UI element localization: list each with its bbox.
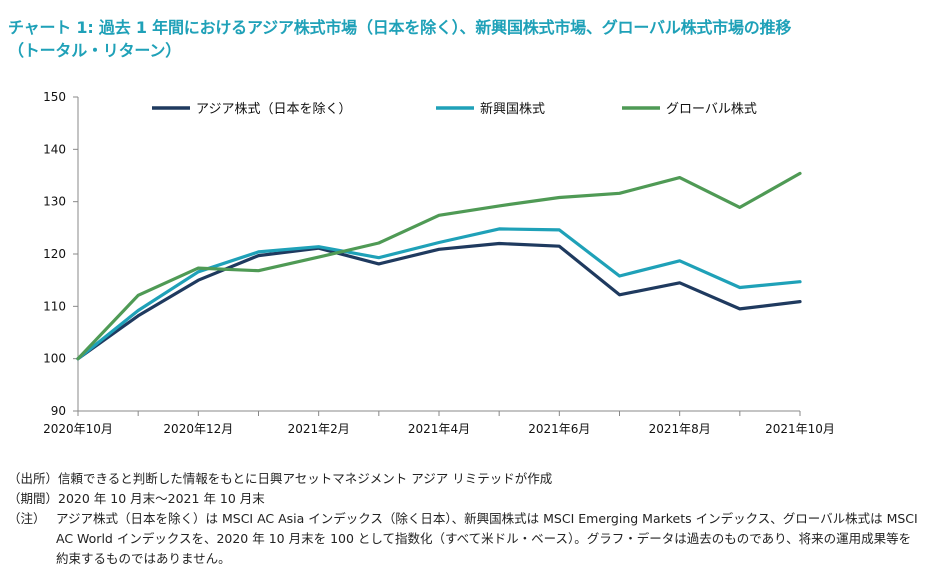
x-tick-label: 2020年10月	[43, 422, 113, 436]
legend-label: アジア株式（日本を除く）	[196, 102, 351, 117]
note-source-text: 信頼できると判断した情報をもとに日興アセットマネジメント アジア リミテッドが作…	[58, 471, 553, 486]
chart-axes: 90 100 110 120 130 140 150 2020年10月 2020年12月 2021…	[43, 90, 835, 436]
note-source: （出所） 信頼できると判断した情報をもとに日興アセットマネジメント アジア リミ…	[8, 469, 920, 489]
note-remark-tag: （注）	[8, 511, 46, 526]
chart-title: チャート 1: 過去 1 年間におけるアジア株式市場（日本を除く）、新興国株式市…	[8, 16, 920, 62]
x-tick-label: 2021年2月	[288, 422, 350, 436]
x-tick-label: 2021年4月	[408, 422, 470, 436]
y-tick-label: 140	[43, 142, 66, 156]
x-tick-label: 2021年8月	[649, 422, 711, 436]
series-line-2	[76, 227, 802, 361]
note-source-tag: （出所）	[8, 471, 59, 486]
chart-series	[76, 171, 802, 361]
series-line-1	[76, 241, 802, 361]
note-period-text: 2020 年 10 月末～2021 年 10 月末	[58, 491, 265, 506]
y-tick-label: 120	[43, 247, 66, 261]
legend-label: グローバル株式	[666, 102, 757, 117]
chart-title-line2: （トータル・リターン）	[8, 41, 182, 60]
notes: （出所） 信頼できると判断した情報をもとに日興アセットマネジメント アジア リミ…	[8, 469, 920, 569]
note-period-tag: （期間）	[8, 491, 59, 506]
note-remark: （注） アジア株式（日本を除く）は MSCI AC Asia インデックス（除く…	[8, 509, 920, 569]
y-tick-label: 110	[43, 299, 66, 313]
note-period: （期間） 2020 年 10 月末～2021 年 10 月末	[8, 489, 920, 509]
y-tick-label: 100	[43, 352, 66, 366]
line-chart: 90 100 110 120 130 140 150 2020年10月 2020年12月 2021…	[43, 90, 835, 436]
x-tick-label: 2021年10月	[765, 422, 835, 436]
y-tick-label: 150	[43, 90, 66, 104]
note-remark-text: アジア株式（日本を除く）は MSCI AC Asia インデックス（除く日本）、…	[56, 511, 918, 566]
legend-label: 新興国株式	[480, 101, 545, 117]
series-line-3	[76, 171, 802, 361]
x-tick-label: 2020年12月	[163, 422, 233, 436]
x-tick-label: 2021年6月	[528, 422, 590, 436]
y-tick-label: 130	[43, 195, 66, 209]
y-tick-label: 90	[51, 404, 66, 418]
chart-title-line1: チャート 1: 過去 1 年間におけるアジア株式市場（日本を除く）、新興国株式市…	[8, 18, 792, 37]
chart-legend: アジア株式（日本を除く） 新興国株式 グローバル株式	[152, 101, 757, 117]
